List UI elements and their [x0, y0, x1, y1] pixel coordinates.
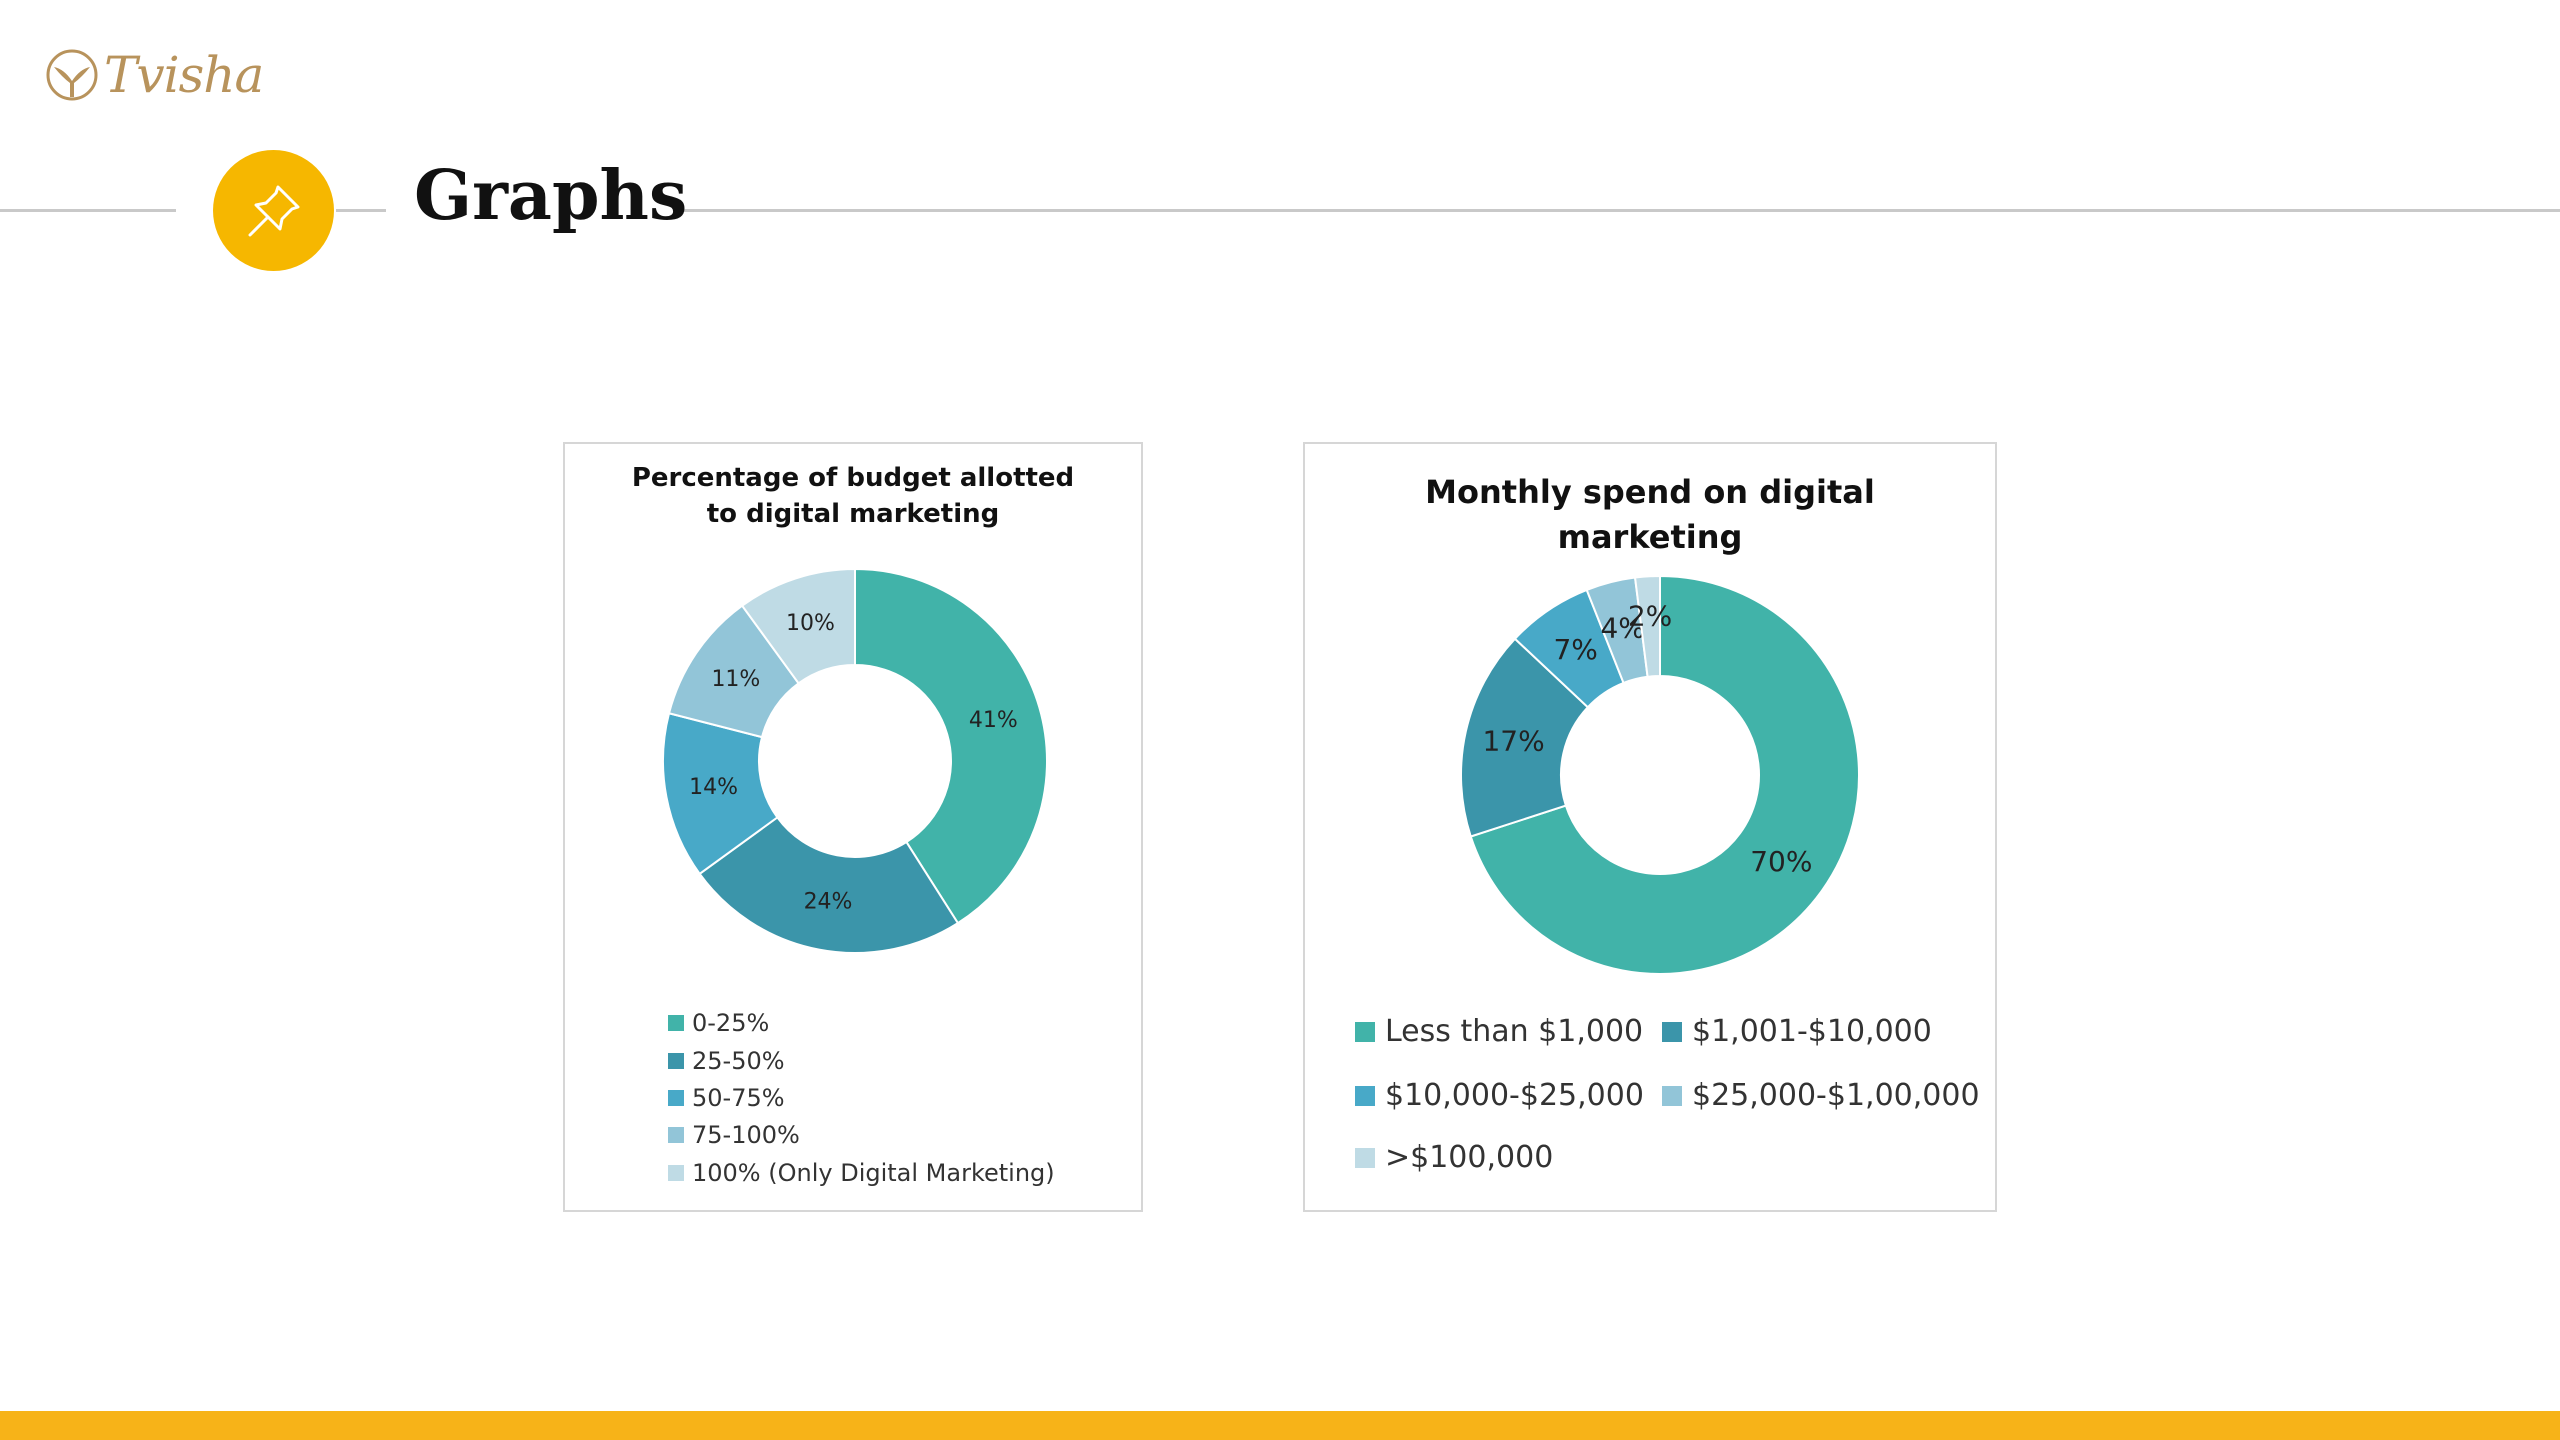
header-rule-mid [336, 209, 386, 212]
data-label: 2% [1628, 599, 1672, 632]
legend-label: Less than $1,000 [1385, 1014, 1644, 1049]
data-label: 41% [969, 708, 1018, 733]
data-label: 70% [1750, 845, 1812, 878]
monthly-spend-chart: Monthly spend on digital marketing 70% 17… [1303, 442, 1997, 1212]
pushpin-icon [248, 185, 299, 236]
header-rule-left [0, 209, 176, 212]
legend-label: 75-100% [692, 1121, 800, 1149]
header-rule-right [684, 209, 2560, 212]
legend-swatch [1662, 1021, 1682, 1042]
legend-swatch [1662, 1085, 1682, 1106]
brand-name: Tvisha [104, 46, 264, 104]
legend-swatch [1355, 1085, 1375, 1106]
slice-100-only-digital-marketing [740, 567, 856, 685]
slice-25-50 [698, 816, 960, 954]
data-label: 7% [1553, 633, 1597, 666]
legend-item-100-000: >$100,000 [1355, 1140, 1553, 1175]
legend-swatch [668, 1090, 684, 1106]
legend-label: 25-50% [692, 1047, 785, 1075]
legend-item-25-50: 25-50% [668, 1047, 785, 1075]
legend-item-10-000-25-000: $10,000-$25,000 [1355, 1078, 1644, 1113]
pin-badge [213, 150, 334, 271]
legend-label: 100% (Only Digital Marketing) [692, 1159, 1055, 1187]
chart-title: Monthly spend on digital marketing [1425, 473, 1875, 556]
data-label: 11% [711, 667, 760, 692]
legend-swatch [668, 1053, 684, 1069]
legend-swatch [1355, 1021, 1375, 1042]
legend-item-50-75: 50-75% [668, 1084, 785, 1112]
slice-less-than-1-000 [1469, 574, 1860, 975]
tvisha-emblem-icon [46, 49, 98, 101]
donut-chart: 70% 17% 7%4%2% [1460, 574, 1860, 975]
legend-swatch [668, 1127, 684, 1143]
legend-item-1-001-10-000: $1,001-$10,000 [1662, 1014, 1932, 1049]
slice-100-000 [1633, 574, 1661, 678]
legend-label: $25,000-$1,00,000 [1692, 1078, 1980, 1113]
legend-item-less-than-1-000: Less than $1,000 [1355, 1014, 1643, 1049]
data-label: 4% [1600, 612, 1644, 645]
budget-percentage-chart: Percentage of budget allotted to digital… [563, 442, 1143, 1212]
slice-0-25 [854, 567, 1048, 925]
legend-label: 0-25% [692, 1009, 770, 1037]
donut-chart: 41% 24% 14% 11% 10% [662, 567, 1048, 954]
data-label: 17% [1482, 724, 1544, 757]
data-label: 24% [804, 889, 853, 914]
legend-item-100-only-digital-marketing: 100% (Only Digital Marketing) [668, 1159, 1055, 1187]
page-title: Graphs [414, 156, 688, 236]
legend-item-75-100: 75-100% [668, 1121, 800, 1149]
legend-label: 50-75% [692, 1084, 785, 1112]
legend-swatch [668, 1015, 684, 1031]
footer-bar [0, 1411, 2560, 1440]
legend-label: $10,000-$25,000 [1385, 1078, 1644, 1113]
chart-title: Percentage of budget allotted to digital… [631, 463, 1075, 529]
legend-label: >$100,000 [1385, 1140, 1554, 1175]
legend-item-25-000-1-00-000: $25,000-$1,00,000 [1662, 1078, 1980, 1113]
data-label: 14% [689, 775, 738, 800]
legend-label: $1,001-$10,000 [1692, 1014, 1932, 1049]
brand-logo: Tvisha [44, 46, 264, 104]
legend-item-0-25: 0-25% [668, 1009, 769, 1037]
legend-swatch [668, 1165, 684, 1181]
legend-swatch [1355, 1147, 1375, 1168]
slice-1-001-10-000 [1460, 637, 1590, 838]
data-label: 10% [786, 611, 835, 636]
